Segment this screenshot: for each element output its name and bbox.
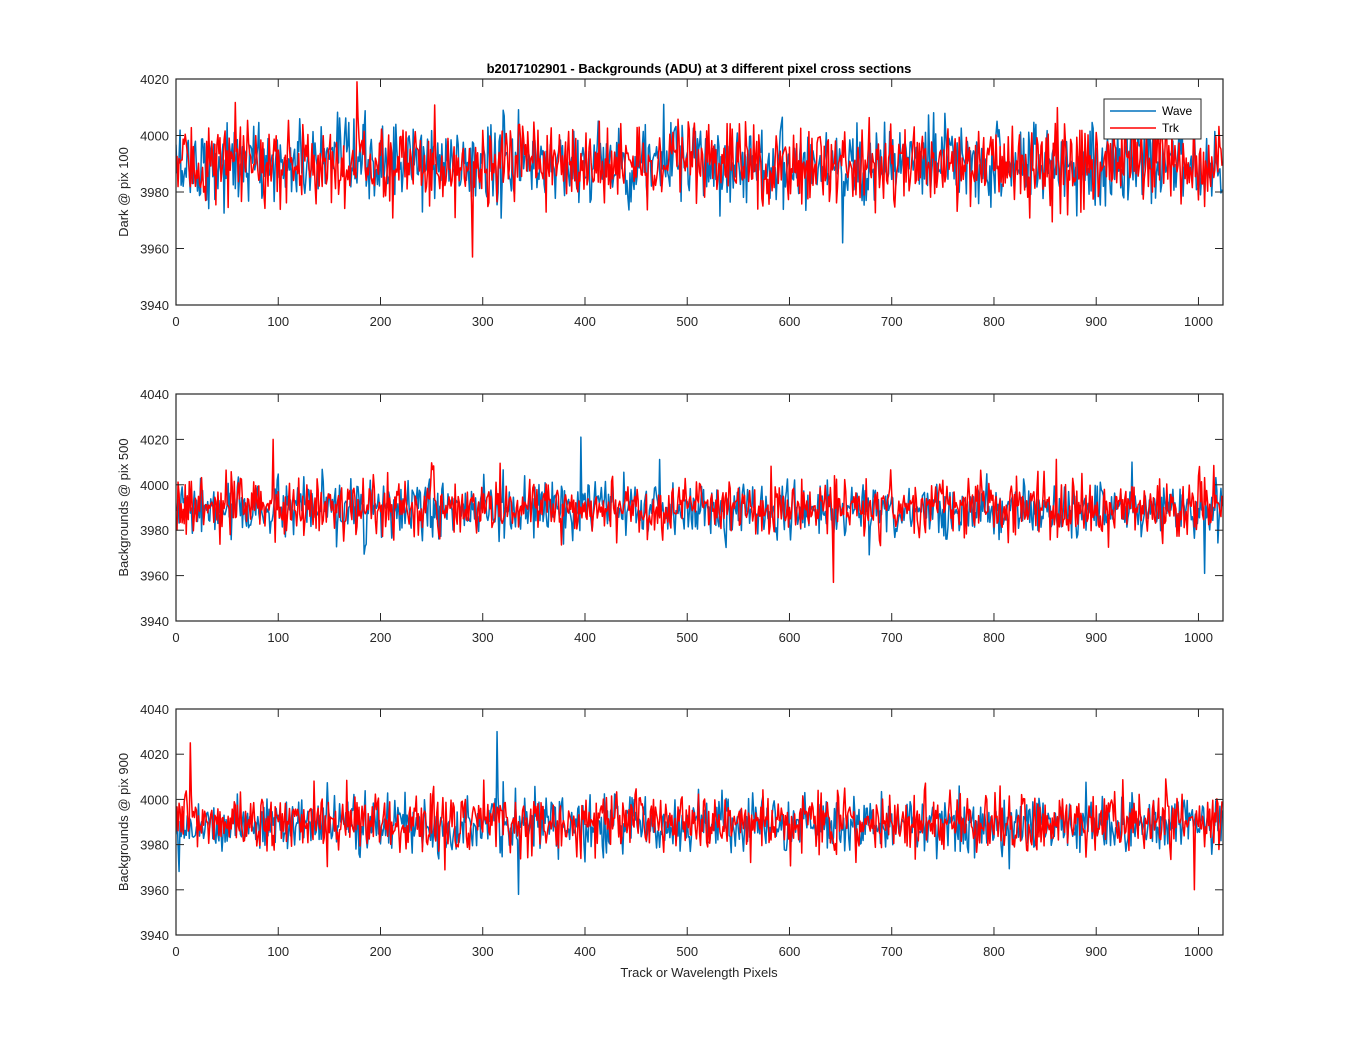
y-tick-label: 4000 xyxy=(140,478,169,493)
x-tick-label: 100 xyxy=(267,630,289,645)
x-tick-label: 400 xyxy=(574,630,596,645)
x-tick-label: 200 xyxy=(370,944,392,959)
y-tick-label: 3960 xyxy=(140,883,169,898)
x-tick-label: 100 xyxy=(267,314,289,329)
x-tick-label: 600 xyxy=(779,630,801,645)
y-tick-label: 4020 xyxy=(140,747,169,762)
x-tick-label: 800 xyxy=(983,944,1005,959)
x-tick-label: 600 xyxy=(779,314,801,329)
y-axis-label: Backgrounds @ pix 500 xyxy=(116,438,131,576)
series-line-trk xyxy=(176,742,1223,891)
subplot-2: 0 100 200 300 400 500 600 700 800 900 1000 3940 3960… xyxy=(116,387,1224,645)
legend-label-wave: Wave xyxy=(1162,104,1193,118)
legend-box xyxy=(1103,98,1202,140)
x-tick-label: 1000 xyxy=(1184,944,1213,959)
x-tick-label: 800 xyxy=(983,314,1005,329)
x-tick-label: 400 xyxy=(574,944,596,959)
x-tick-label: 700 xyxy=(881,944,903,959)
x-tick-label: 1000 xyxy=(1184,314,1213,329)
x-tick-label: 500 xyxy=(676,944,698,959)
series-line-trk xyxy=(176,438,1223,584)
y-tick-label: 4020 xyxy=(140,72,169,87)
x-tick-label: 0 xyxy=(172,630,179,645)
x-tick-label: 800 xyxy=(983,630,1005,645)
x-tick-label: 100 xyxy=(267,944,289,959)
axes-box xyxy=(175,78,1224,306)
x-tick-label: 900 xyxy=(1085,314,1107,329)
x-tick-label: 400 xyxy=(574,314,596,329)
x-tick-label: 200 xyxy=(370,314,392,329)
chart-title: b2017102901 - Backgrounds (ADU) at 3 dif… xyxy=(487,61,912,76)
y-tick-label: 3940 xyxy=(140,298,169,313)
x-tick-label: 0 xyxy=(172,944,179,959)
x-tick-label: 500 xyxy=(676,630,698,645)
y-tick-label: 4040 xyxy=(140,702,169,717)
y-tick-label: 4000 xyxy=(140,792,169,807)
x-tick-label: 0 xyxy=(172,314,179,329)
legend-label-trk: Trk xyxy=(1162,121,1180,135)
y-tick-label: 3980 xyxy=(140,185,169,200)
y-tick-label: 4000 xyxy=(140,129,169,144)
y-tick-label: 4040 xyxy=(140,387,169,402)
y-tick-label: 4020 xyxy=(140,432,169,447)
x-tick-label: 200 xyxy=(370,630,392,645)
y-tick-label: 3980 xyxy=(140,523,169,538)
x-tick-label: 700 xyxy=(881,630,903,645)
y-tick-label: 3980 xyxy=(140,838,169,853)
x-tick-label: 500 xyxy=(676,314,698,329)
y-tick-label: 3960 xyxy=(140,242,169,257)
x-tick-label: 700 xyxy=(881,314,903,329)
x-tick-label: 300 xyxy=(472,314,494,329)
x-axis-label: Track or Wavelength Pixels xyxy=(620,965,778,980)
subplot-1: 0 100 200 300 400 500 600 700 800 900 1000 3940 3960… xyxy=(116,72,1224,329)
axes-box xyxy=(175,393,1224,622)
x-tick-label: 600 xyxy=(779,944,801,959)
x-tick-label: 1000 xyxy=(1184,630,1213,645)
y-axis-label: Dark @ pix 100 xyxy=(116,147,131,237)
x-tick-label: 300 xyxy=(472,944,494,959)
y-tick-label: 3940 xyxy=(140,928,169,943)
y-tick-label: 3940 xyxy=(140,614,169,629)
x-tick-label: 900 xyxy=(1085,944,1107,959)
subplot-3: 0 100 200 300 400 500 600 700 800 900 1000 3940 3960… xyxy=(116,702,1224,959)
x-tick-label: 300 xyxy=(472,630,494,645)
series-line-trk xyxy=(176,81,1223,258)
x-tick-label: 900 xyxy=(1085,630,1107,645)
y-axis-label: Backgrounds @ pix 900 xyxy=(116,753,131,891)
axes-box xyxy=(175,708,1224,936)
y-tick-label: 3960 xyxy=(140,569,169,584)
subplots: 0 100 200 300 400 500 600 700 800 900 100039403960… xyxy=(116,72,1224,959)
